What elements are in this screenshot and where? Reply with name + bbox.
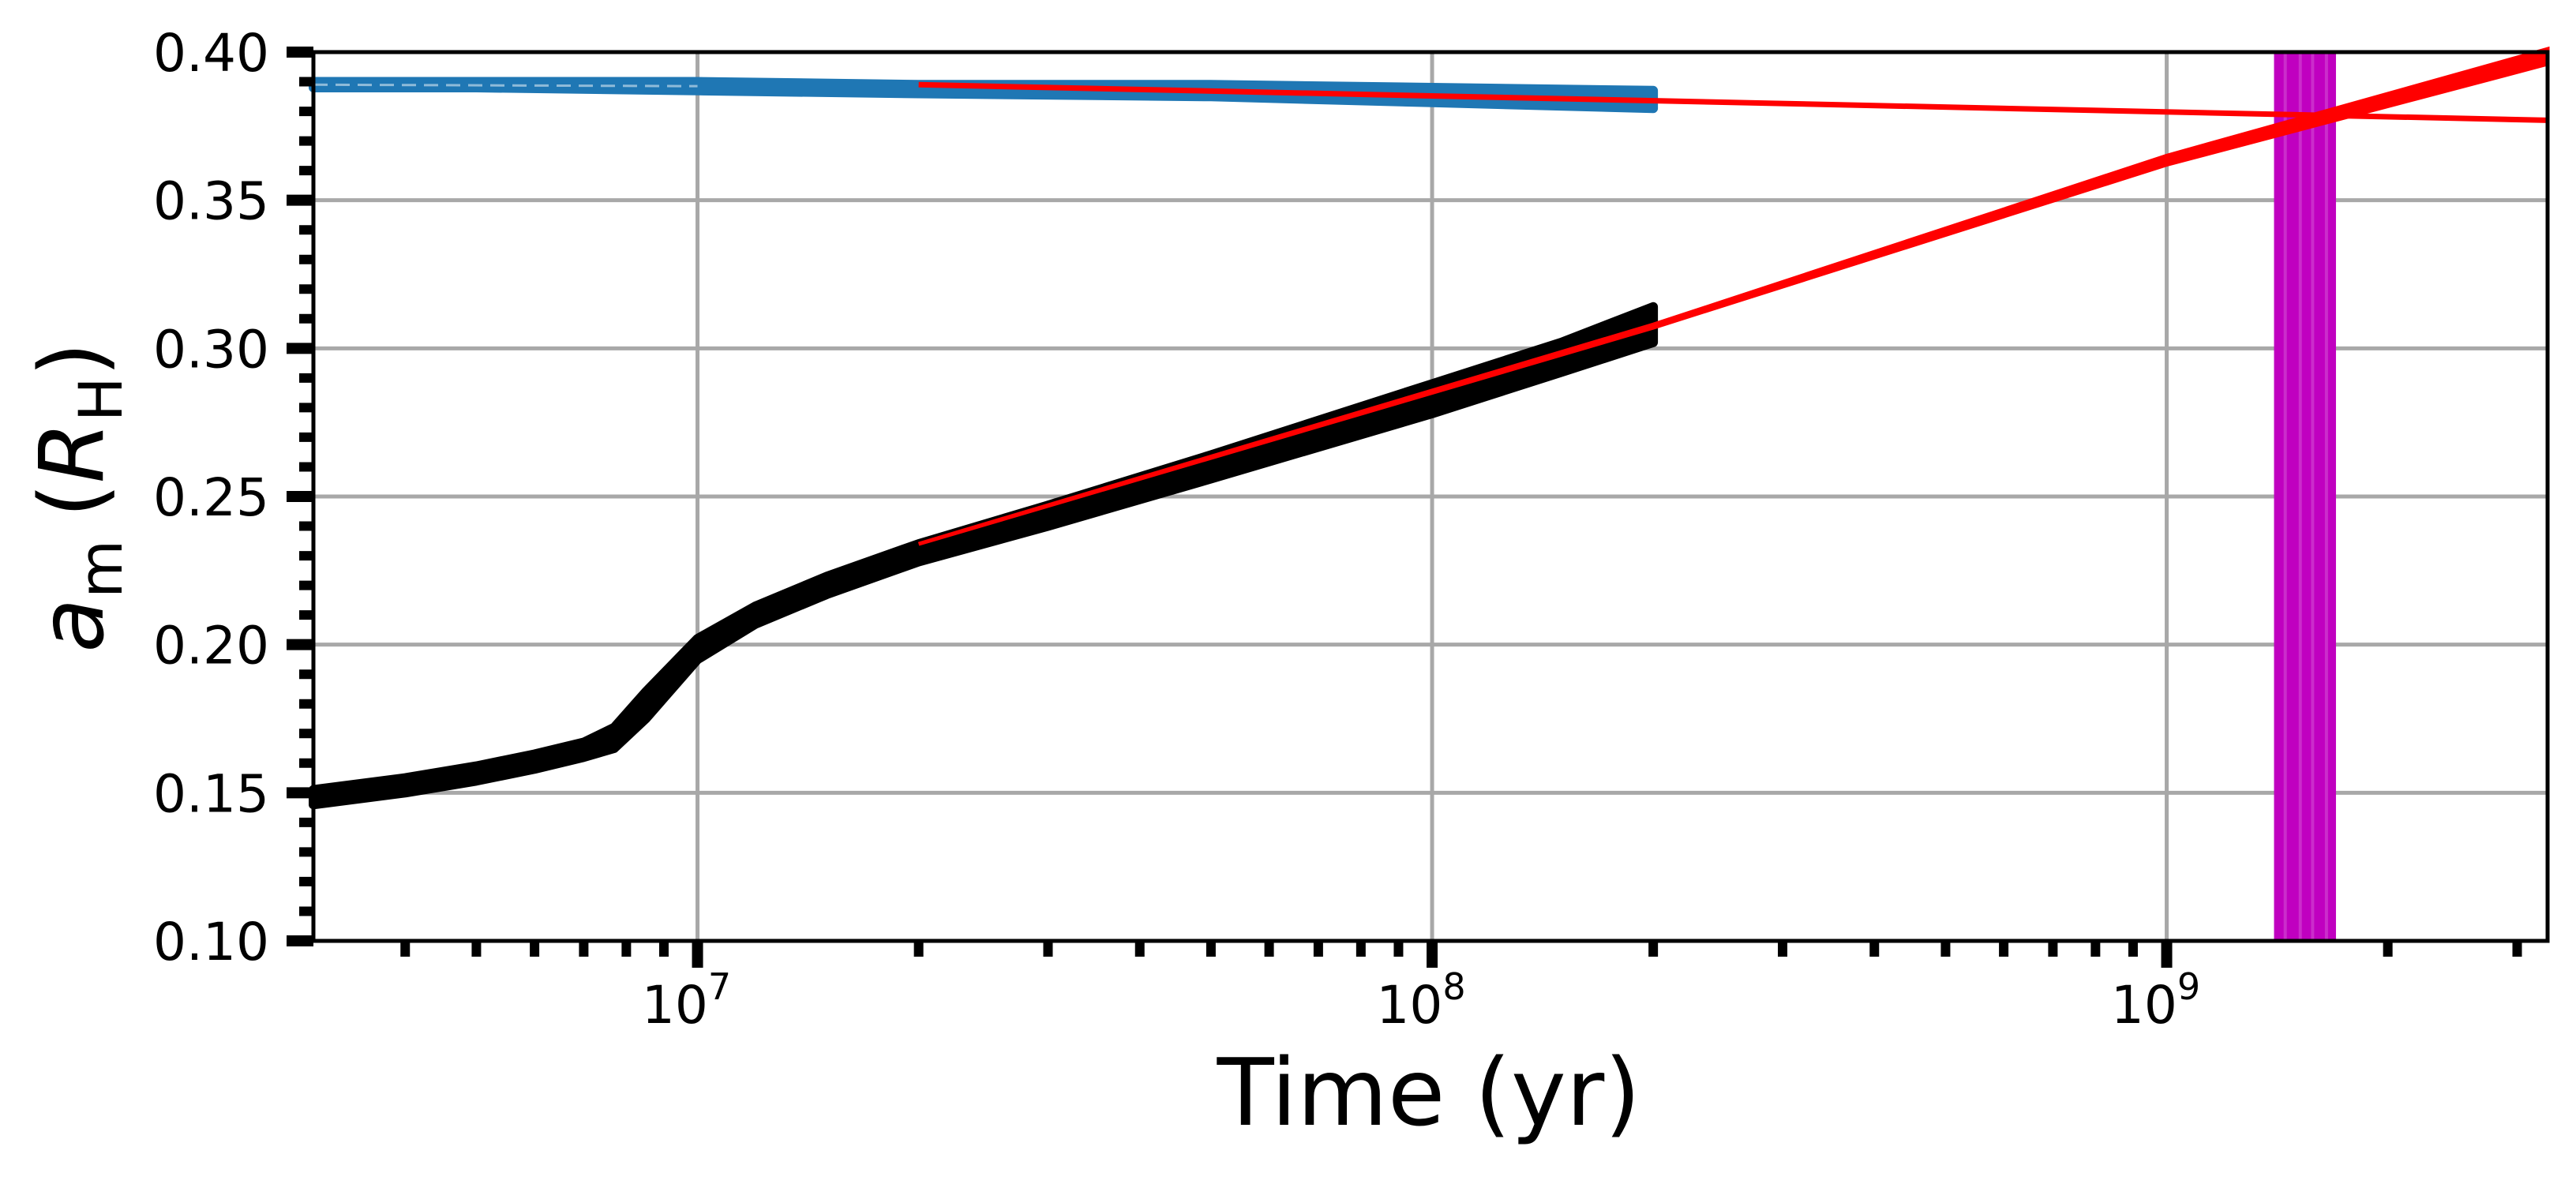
- y-label-close-paren: ): [21, 342, 124, 377]
- y-tick-label: 0.40: [153, 23, 269, 84]
- grid: [313, 50, 2548, 943]
- y-label-unit-symbol: R: [21, 422, 124, 483]
- y-tick-label: 0.20: [153, 616, 269, 676]
- y-label-subscript: m: [66, 540, 136, 598]
- series-fit-line-2: [918, 81, 2548, 123]
- x-tick-label: 109: [2111, 965, 2200, 1036]
- x-tick-label-base: 10: [642, 975, 708, 1036]
- y-label-symbol: a: [21, 598, 124, 653]
- series-band-dash: [313, 83, 698, 88]
- series-band-1: [309, 302, 1659, 810]
- series-band-0: [309, 77, 1659, 114]
- series-layer: [309, 46, 2550, 810]
- shaded-time-span: [2274, 52, 2336, 941]
- x-axis-label: Time (yr): [1217, 1038, 1641, 1147]
- x-tick-label-exponent: 9: [2177, 965, 2200, 1008]
- y-tick-label: 0.30: [153, 319, 269, 380]
- x-tick-label-base: 10: [1376, 975, 1442, 1036]
- x-tick-label-exponent: 7: [708, 965, 731, 1008]
- y-label-open-paren: (: [21, 483, 124, 518]
- y-label-unit-subscript: H: [66, 377, 136, 422]
- y-tick-label: 0.25: [153, 467, 269, 528]
- x-tick-label: 108: [1376, 965, 1465, 1036]
- y-tick-label: 0.10: [153, 912, 269, 972]
- x-tick-label-exponent: 8: [1442, 965, 1465, 1008]
- x-tick-label-base: 10: [2111, 975, 2177, 1036]
- y-tick-label: 0.35: [153, 171, 269, 232]
- x-tick-label: 107: [642, 965, 731, 1036]
- y-tick-label: 0.15: [153, 763, 269, 824]
- y-axis-label: am (RH): [21, 342, 136, 652]
